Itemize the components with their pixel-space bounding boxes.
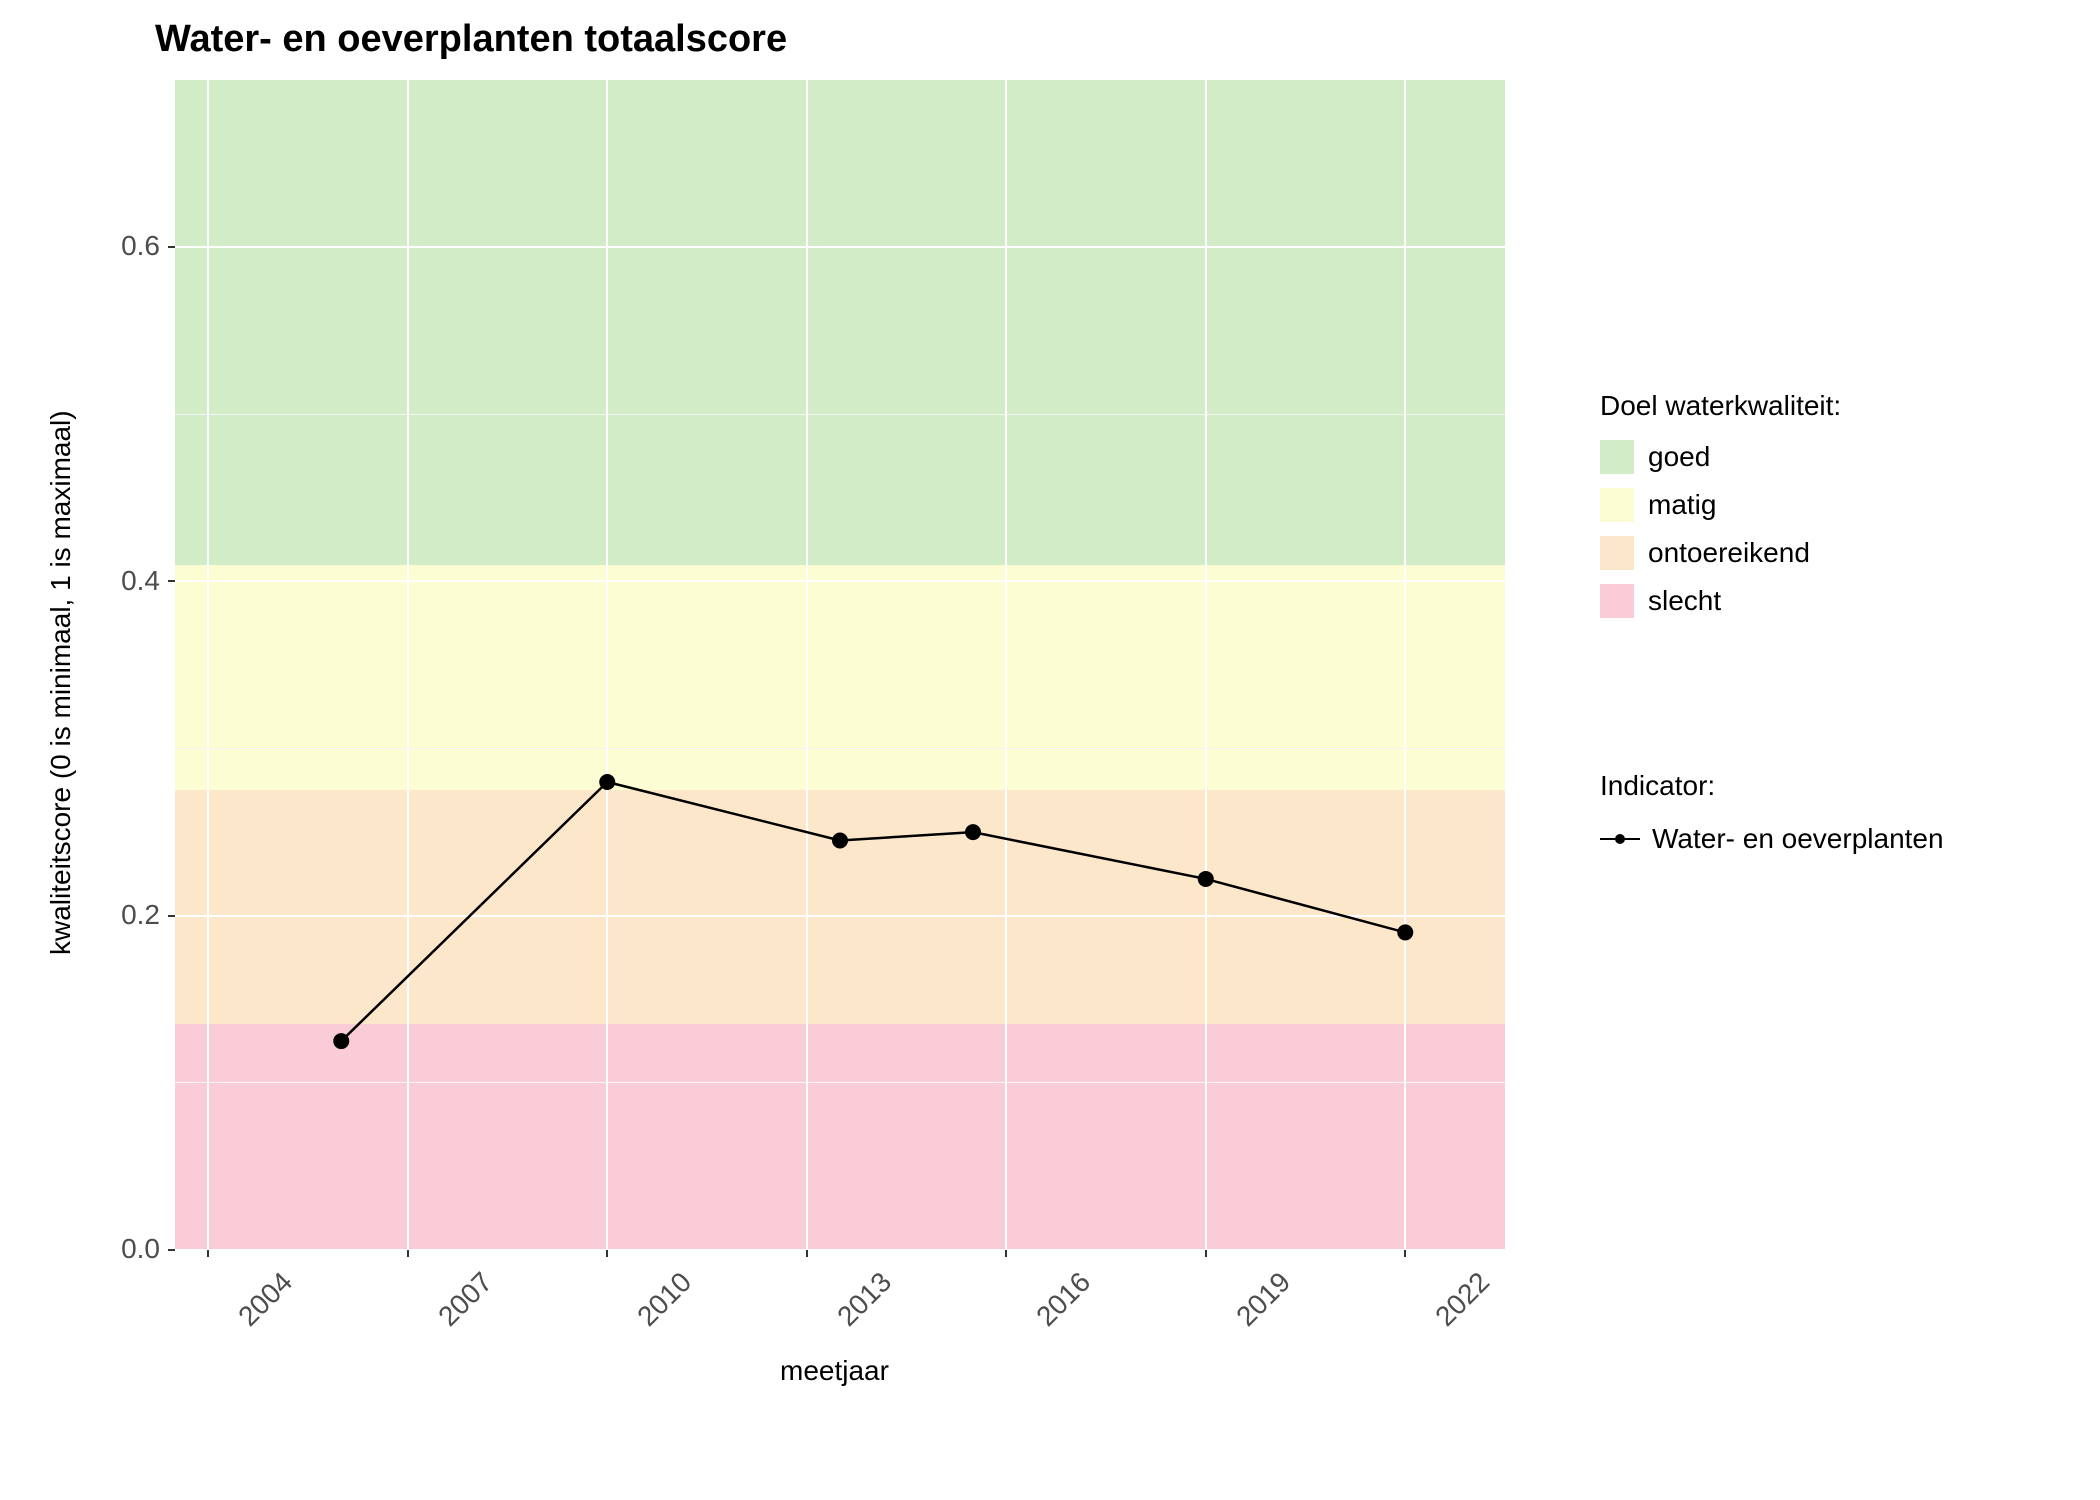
- x-tick-label: 2019: [1230, 1266, 1297, 1333]
- x-tick-mark: [606, 1250, 608, 1257]
- legend-item-label: ontoereikend: [1648, 537, 1810, 569]
- legend-item-label: goed: [1648, 441, 1710, 473]
- x-tick-mark: [1404, 1250, 1406, 1257]
- legend-bands-items: goed matig ontoereikend slecht: [1600, 440, 1841, 618]
- y-tick-label: 0.4: [90, 565, 160, 597]
- legend-band-item: ontoereikend: [1600, 536, 1841, 570]
- y-tick-label: 0.6: [90, 230, 160, 262]
- plot-area: [175, 80, 1505, 1250]
- legend-indicator-item: Water- en oeverplanten: [1600, 822, 1944, 856]
- series-marker: [599, 774, 615, 790]
- y-axis-title: kwaliteitscore (0 is minimaal, 1 is maxi…: [45, 410, 77, 955]
- y-tick-mark: [168, 1249, 175, 1251]
- series-line: [341, 782, 1405, 1041]
- y-tick-label: 0.2: [90, 899, 160, 931]
- legend-item-label: matig: [1648, 489, 1716, 521]
- legend-band-item: goed: [1600, 440, 1841, 474]
- y-tick-mark: [168, 580, 175, 582]
- y-tick-mark: [168, 915, 175, 917]
- x-tick-label: 2016: [1030, 1266, 1097, 1333]
- legend-indicator-title: Indicator:: [1600, 770, 1944, 802]
- legend-indicator-items: Water- en oeverplanten: [1600, 822, 1944, 856]
- legend-band-item: slecht: [1600, 584, 1841, 618]
- x-tick-mark: [1205, 1250, 1207, 1257]
- legend-bands-title: Doel waterkwaliteit:: [1600, 390, 1841, 422]
- legend-swatch: [1600, 584, 1634, 618]
- chart-container: Water- en oeverplanten totaalscore kwali…: [0, 0, 2100, 1500]
- x-tick-mark: [806, 1250, 808, 1257]
- legend-indicator: Indicator: Water- en oeverplanten: [1600, 770, 1944, 856]
- x-tick-label: 2022: [1429, 1266, 1496, 1333]
- legend-swatch: [1600, 488, 1634, 522]
- series-layer: [175, 80, 1505, 1250]
- legend-band-item: matig: [1600, 488, 1841, 522]
- series-marker: [1397, 924, 1413, 940]
- x-tick-mark: [1005, 1250, 1007, 1257]
- x-tick-mark: [207, 1250, 209, 1257]
- y-tick-label: 0.0: [90, 1233, 160, 1265]
- x-axis-title: meetjaar: [780, 1355, 889, 1387]
- legend-swatch: [1600, 440, 1634, 474]
- series-marker: [832, 833, 848, 849]
- y-tick-mark: [168, 246, 175, 248]
- chart-title: Water- en oeverplanten totaalscore: [155, 18, 787, 61]
- x-tick-label: 2004: [232, 1266, 299, 1333]
- x-tick-label: 2007: [432, 1266, 499, 1333]
- x-tick-mark: [407, 1250, 409, 1257]
- legend-swatch: [1600, 536, 1634, 570]
- legend-item-label: Water- en oeverplanten: [1652, 823, 1944, 855]
- legend-line-swatch: [1600, 822, 1640, 856]
- x-tick-label: 2010: [631, 1266, 698, 1333]
- legend-item-label: slecht: [1648, 585, 1721, 617]
- series-marker: [1198, 871, 1214, 887]
- legend-bands: Doel waterkwaliteit: goed matig ontoereike…: [1600, 390, 1841, 618]
- series-marker: [333, 1033, 349, 1049]
- series-marker: [965, 824, 981, 840]
- x-tick-label: 2013: [831, 1266, 898, 1333]
